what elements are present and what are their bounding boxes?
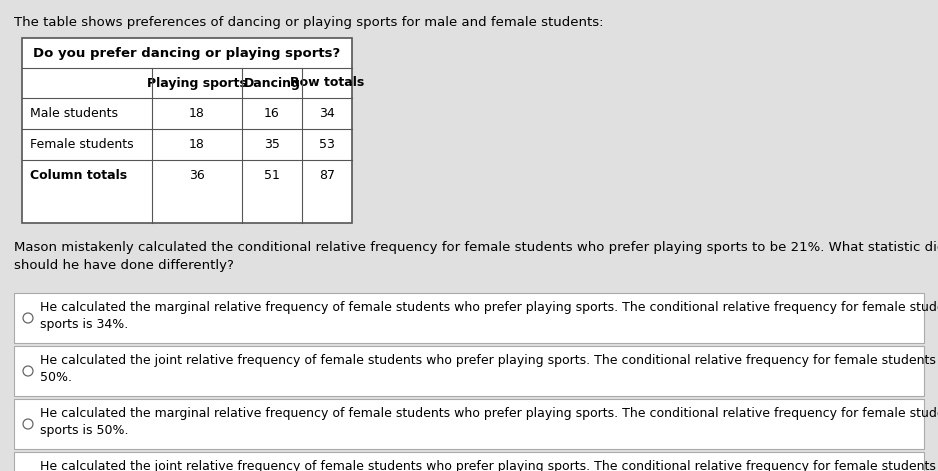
Text: He calculated the marginal relative frequency of female students who prefer play: He calculated the marginal relative freq… bbox=[40, 407, 938, 437]
Text: Do you prefer dancing or playing sports?: Do you prefer dancing or playing sports? bbox=[34, 47, 340, 59]
Text: 18: 18 bbox=[189, 107, 204, 120]
Bar bbox=[14, 346, 924, 396]
Bar bbox=[22, 38, 352, 223]
Text: He calculated the joint relative frequency of female students who prefer playing: He calculated the joint relative frequen… bbox=[40, 354, 938, 384]
Text: 34: 34 bbox=[319, 107, 335, 120]
Text: 18: 18 bbox=[189, 138, 204, 151]
Text: Column totals: Column totals bbox=[30, 169, 128, 182]
Text: 51: 51 bbox=[265, 169, 280, 182]
Text: Male students: Male students bbox=[30, 107, 118, 120]
Text: 87: 87 bbox=[319, 169, 335, 182]
Text: Female students: Female students bbox=[30, 138, 133, 151]
Bar bbox=[14, 452, 924, 471]
Text: 36: 36 bbox=[189, 169, 204, 182]
Text: 35: 35 bbox=[265, 138, 280, 151]
Text: Dancing: Dancing bbox=[244, 76, 300, 89]
Bar bbox=[14, 399, 924, 449]
Text: Playing sports: Playing sports bbox=[147, 76, 247, 89]
Text: 16: 16 bbox=[265, 107, 280, 120]
Text: Mason mistakenly calculated the conditional relative frequency for female studen: Mason mistakenly calculated the conditio… bbox=[14, 241, 938, 272]
Bar bbox=[14, 293, 924, 343]
Text: Row totals: Row totals bbox=[290, 76, 364, 89]
Text: He calculated the joint relative frequency of female students who prefer playing: He calculated the joint relative frequen… bbox=[40, 460, 938, 471]
Text: The table shows preferences of dancing or playing sports for male and female stu: The table shows preferences of dancing o… bbox=[14, 16, 603, 29]
Text: 53: 53 bbox=[319, 138, 335, 151]
Text: He calculated the marginal relative frequency of female students who prefer play: He calculated the marginal relative freq… bbox=[40, 301, 938, 331]
